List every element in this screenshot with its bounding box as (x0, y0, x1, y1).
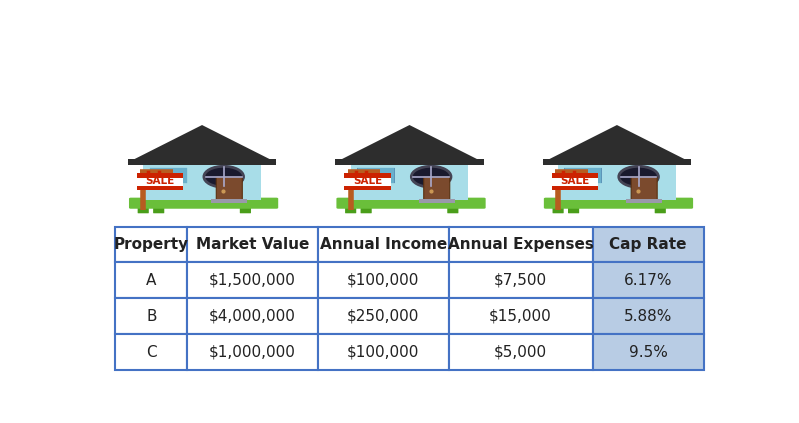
FancyBboxPatch shape (544, 198, 693, 209)
Bar (593, 334, 704, 370)
Bar (336, 159, 484, 165)
FancyBboxPatch shape (568, 206, 579, 213)
Bar (351, 162, 468, 200)
Text: Annual Income: Annual Income (320, 237, 447, 252)
Bar (318, 334, 449, 370)
Text: Cap Rate: Cap Rate (610, 237, 687, 252)
Polygon shape (128, 125, 276, 162)
Text: $1,000,000: $1,000,000 (209, 345, 296, 360)
Text: $5,000: $5,000 (494, 345, 547, 360)
Text: SALE: SALE (145, 176, 175, 187)
Text: B: B (146, 309, 157, 324)
Text: Property: Property (113, 237, 189, 252)
Bar (593, 262, 704, 298)
FancyBboxPatch shape (447, 206, 459, 213)
Text: $250,000: $250,000 (347, 309, 419, 324)
Bar (449, 334, 593, 370)
Bar (128, 159, 276, 165)
FancyBboxPatch shape (552, 174, 598, 190)
FancyBboxPatch shape (153, 206, 165, 213)
Circle shape (618, 166, 658, 187)
Circle shape (411, 166, 451, 187)
Text: 9.5%: 9.5% (629, 345, 667, 360)
Text: $7,500: $7,500 (494, 273, 547, 288)
Text: Market Value: Market Value (196, 237, 309, 252)
Text: $15,000: $15,000 (489, 309, 552, 324)
Bar (318, 227, 449, 262)
FancyBboxPatch shape (423, 177, 450, 201)
Bar (449, 227, 593, 262)
Bar (187, 262, 318, 298)
Bar (149, 168, 187, 183)
Text: Annual Expenses: Annual Expenses (447, 237, 594, 252)
FancyBboxPatch shape (129, 198, 278, 209)
Text: SALE: SALE (561, 176, 590, 187)
FancyBboxPatch shape (360, 206, 372, 213)
FancyBboxPatch shape (336, 198, 486, 209)
Bar (552, 173, 598, 178)
Bar (211, 199, 247, 203)
Text: $1,500,000: $1,500,000 (209, 273, 296, 288)
Bar (552, 186, 598, 190)
Bar (318, 262, 449, 298)
FancyBboxPatch shape (631, 177, 657, 201)
FancyBboxPatch shape (137, 206, 149, 213)
FancyBboxPatch shape (137, 174, 184, 190)
Text: $100,000: $100,000 (347, 345, 419, 360)
Bar (187, 298, 318, 334)
Bar (115, 298, 187, 334)
Text: A: A (146, 273, 157, 288)
Text: $100,000: $100,000 (347, 273, 419, 288)
Bar (137, 173, 184, 178)
Bar (187, 334, 318, 370)
Text: 6.17%: 6.17% (624, 273, 672, 288)
Bar (564, 168, 602, 183)
Bar (419, 199, 455, 203)
Bar (115, 262, 187, 298)
FancyBboxPatch shape (217, 177, 242, 201)
Bar (344, 173, 391, 178)
FancyBboxPatch shape (654, 206, 666, 213)
Text: $4,000,000: $4,000,000 (209, 309, 296, 324)
Text: 5.88%: 5.88% (624, 309, 672, 324)
FancyBboxPatch shape (345, 206, 356, 213)
Bar (137, 186, 184, 190)
Bar (449, 298, 593, 334)
Bar (593, 298, 704, 334)
Bar (626, 199, 662, 203)
Bar (357, 168, 394, 183)
Bar (115, 334, 187, 370)
Bar (143, 162, 261, 200)
Polygon shape (336, 125, 484, 162)
Bar (115, 227, 187, 262)
FancyBboxPatch shape (240, 206, 251, 213)
Bar (543, 159, 691, 165)
Bar (593, 227, 704, 262)
FancyBboxPatch shape (553, 206, 563, 213)
Bar (449, 262, 593, 298)
Polygon shape (543, 125, 691, 162)
Bar (344, 186, 391, 190)
Text: SALE: SALE (353, 176, 382, 187)
FancyBboxPatch shape (344, 174, 391, 190)
Circle shape (204, 166, 244, 187)
Bar (558, 162, 676, 200)
Bar (187, 227, 318, 262)
Bar (318, 298, 449, 334)
Text: C: C (146, 345, 157, 360)
